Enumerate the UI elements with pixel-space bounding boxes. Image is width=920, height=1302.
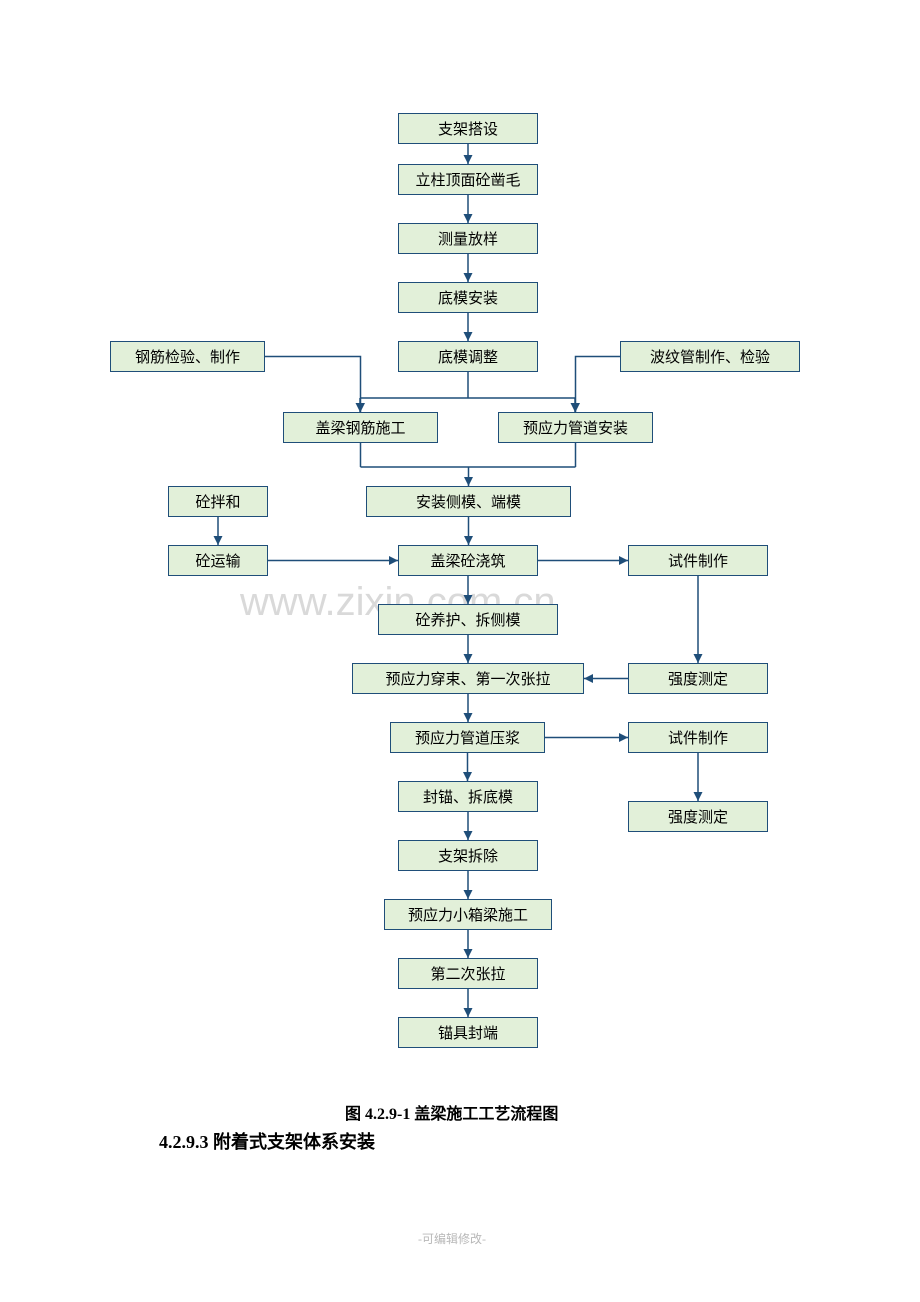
page-footer: -可编辑修改-	[418, 1230, 486, 1247]
flowchart-node: 支架拆除	[398, 840, 538, 871]
flowchart-node: 支架搭设	[398, 113, 538, 144]
flowchart-node: 预应力穿束、第一次张拉	[352, 663, 584, 694]
flowchart-node: 钢筋检验、制作	[110, 341, 265, 372]
flowchart-node: 底模调整	[398, 341, 538, 372]
flowchart-node: 安装侧模、端模	[366, 486, 571, 517]
flowchart-node: 试件制作	[628, 545, 768, 576]
flowchart-node: 封锚、拆底模	[398, 781, 538, 812]
flowchart-node: 强度测定	[628, 801, 768, 832]
page: www.zixin.com.cn 支架搭设立柱顶面砼凿毛测量放样底模安装底模调整…	[0, 0, 920, 1302]
flowchart-node: 砼拌和	[168, 486, 268, 517]
flowchart-node: 测量放样	[398, 223, 538, 254]
flowchart-node: 预应力管道压浆	[390, 722, 545, 753]
flowchart-node: 立柱顶面砼凿毛	[398, 164, 538, 195]
figure-caption: 图 4.2.9-1 盖梁施工工艺流程图	[345, 1100, 558, 1124]
flowchart-node: 预应力管道安装	[498, 412, 653, 443]
flowchart-node: 砼养护、拆侧模	[378, 604, 558, 635]
flowchart-node: 底模安装	[398, 282, 538, 313]
flowchart-node: 盖梁钢筋施工	[283, 412, 438, 443]
section-heading: 4.2.9.3 附着式支架体系安装	[159, 1128, 375, 1154]
flowchart-node: 锚具封端	[398, 1017, 538, 1048]
flowchart-node: 强度测定	[628, 663, 768, 694]
flowchart-node: 第二次张拉	[398, 958, 538, 989]
flowchart-node: 波纹管制作、检验	[620, 341, 800, 372]
flowchart-node: 砼运输	[168, 545, 268, 576]
flowchart-node: 盖梁砼浇筑	[398, 545, 538, 576]
flowchart-node: 试件制作	[628, 722, 768, 753]
flowchart-node: 预应力小箱梁施工	[384, 899, 552, 930]
